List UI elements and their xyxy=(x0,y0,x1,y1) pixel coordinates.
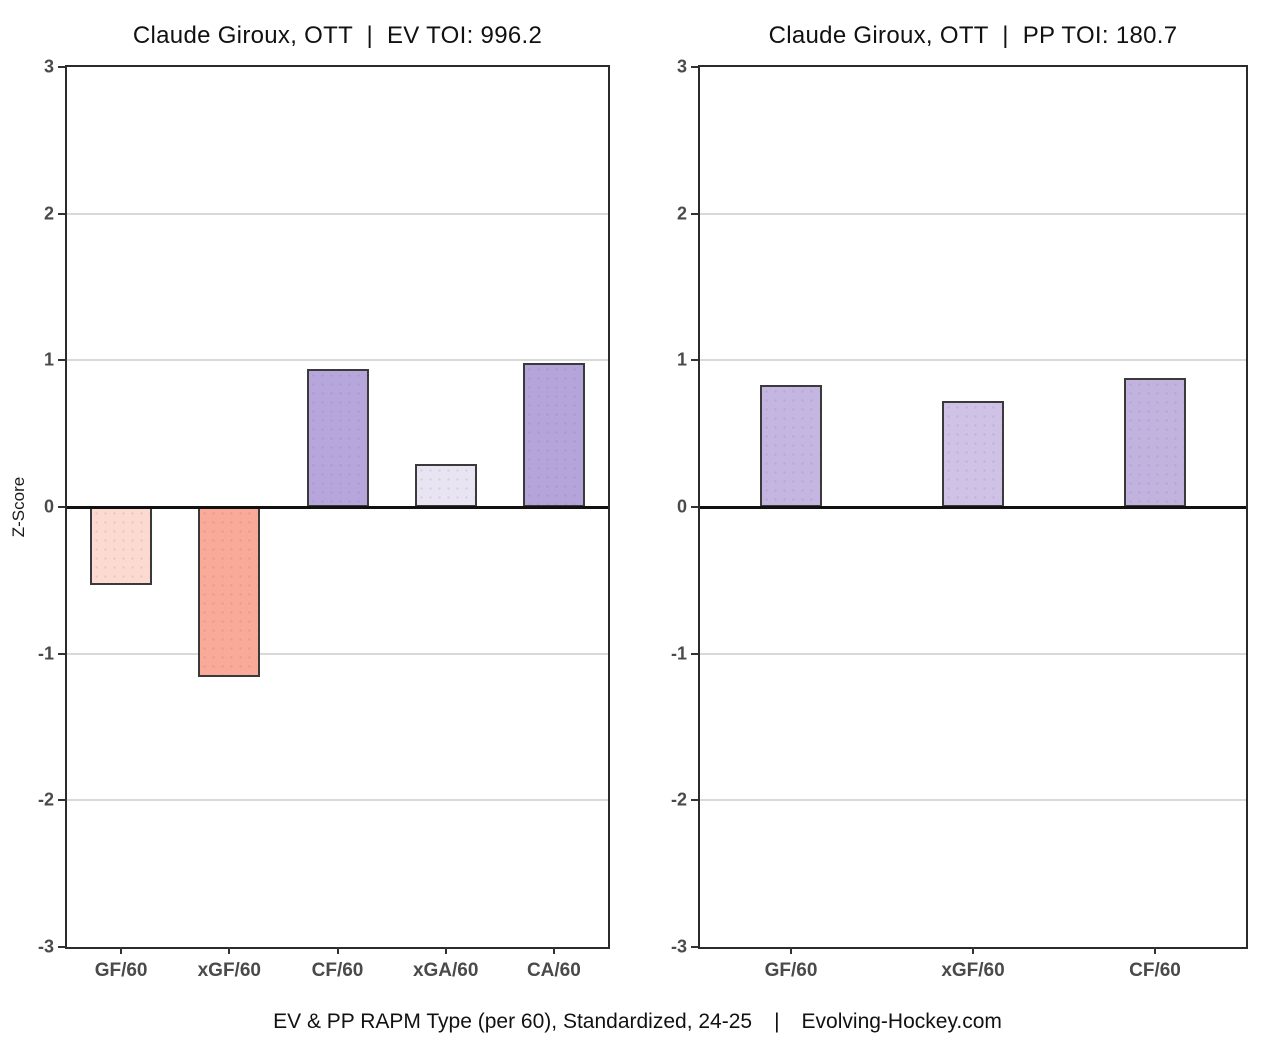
y-tick-label-2: 2 xyxy=(43,203,54,224)
x-tick-xGF/60 xyxy=(228,947,231,954)
bar-CF/60 xyxy=(1124,377,1186,507)
gridline--1 xyxy=(700,652,1246,655)
y-tick--3 xyxy=(58,946,65,948)
x-tick-CF/60 xyxy=(1154,947,1156,954)
y-tick-label-3: 3 xyxy=(676,56,687,77)
caption-text: EV & PP RAPM Type (per 60), Standardized… xyxy=(273,1010,753,1033)
x-tick-label-CF/60: CF/60 xyxy=(1129,960,1181,981)
x-tick-label-CA/60: CA/60 xyxy=(526,960,581,981)
plot-area-pp: 3 2 1 0 -1 -2 -3 GF/60 xGF/60 CF/60 xyxy=(671,57,1248,981)
gridline-1 xyxy=(700,359,1246,362)
y-tick-2 xyxy=(691,212,698,215)
y-tick-label--3: -3 xyxy=(37,936,54,957)
gridline-2 xyxy=(700,212,1246,215)
y-tick-label-3: 3 xyxy=(43,56,54,77)
y-tick--2 xyxy=(58,799,65,802)
gridline-2 xyxy=(67,212,608,215)
y-tick-0 xyxy=(691,506,698,508)
x-tick-label-xGF/60: xGF/60 xyxy=(197,960,261,981)
y-tick-label--3: -3 xyxy=(670,936,687,957)
bar-GF/60 xyxy=(759,385,822,507)
bar-CA/60 xyxy=(522,363,585,507)
x-tick-xGA/60 xyxy=(444,947,447,954)
x-tick-CA/60 xyxy=(552,947,555,954)
y-tick-1 xyxy=(58,359,65,362)
gridline--2 xyxy=(700,799,1246,802)
y-tick-2 xyxy=(58,212,65,215)
y-tick--1 xyxy=(691,652,698,655)
y-tick-3 xyxy=(58,66,65,68)
bar-xGF/60 xyxy=(942,401,1004,507)
gridline-1 xyxy=(67,359,608,362)
caption-separator: | xyxy=(774,1010,780,1033)
zero-baseline xyxy=(700,506,1246,509)
y-tick-label--1: -1 xyxy=(37,643,54,664)
y-tick-label-0: 0 xyxy=(676,496,687,517)
y-tick-3 xyxy=(691,66,698,68)
x-tick-GF/60 xyxy=(120,947,123,954)
caption-source: Evolving-Hockey.com xyxy=(801,1010,1002,1033)
y-tick-label-2: 2 xyxy=(676,203,687,224)
chart-title-ev: Claude Giroux, OTT | EV TOI: 996.2 xyxy=(132,22,543,49)
bar-GF/60 xyxy=(90,507,153,585)
y-tick-label-1: 1 xyxy=(676,349,687,370)
x-tick-CF/60 xyxy=(336,947,339,954)
y-tick-label--2: -2 xyxy=(37,789,54,810)
y-tick--2 xyxy=(691,799,698,802)
y-tick--1 xyxy=(58,652,65,655)
bar-xGF/60 xyxy=(198,507,261,678)
chart-title-pp: Claude Giroux, OTT | PP TOI: 180.7 xyxy=(768,22,1178,49)
gridline--1 xyxy=(67,652,608,655)
x-tick-label-GF/60: GF/60 xyxy=(764,960,818,981)
y-tick-label-0: 0 xyxy=(43,496,54,517)
x-tick-GF/60 xyxy=(789,947,792,954)
bar-xGA/60 xyxy=(414,464,477,507)
x-tick-label-GF/60: GF/60 xyxy=(94,960,148,981)
y-tick-label--2: -2 xyxy=(670,789,687,810)
y-tick-1 xyxy=(691,359,698,362)
bar-CF/60 xyxy=(306,369,369,507)
x-tick-xGF/60 xyxy=(972,947,974,954)
y-tick-0 xyxy=(58,506,65,508)
y-axis-title: Z-Score xyxy=(9,476,28,538)
x-tick-label-xGF/60: xGF/60 xyxy=(941,960,1005,981)
y-tick-label--1: -1 xyxy=(670,643,687,664)
figure-caption: EV & PP RAPM Type (per 60), Standardized… xyxy=(0,1010,1275,1034)
zero-baseline xyxy=(67,506,608,509)
y-tick-label-1: 1 xyxy=(43,349,54,370)
y-tick--3 xyxy=(691,946,698,948)
x-tick-label-xGA/60: xGA/60 xyxy=(412,960,479,981)
x-tick-label-CF/60: CF/60 xyxy=(311,960,364,981)
gridline--2 xyxy=(67,799,608,802)
plot-area-ev: 3 2 1 0 -1 -2 -3 GF/60 xGF/60 CF/60 xGA/60 CA/60 xyxy=(38,57,610,981)
